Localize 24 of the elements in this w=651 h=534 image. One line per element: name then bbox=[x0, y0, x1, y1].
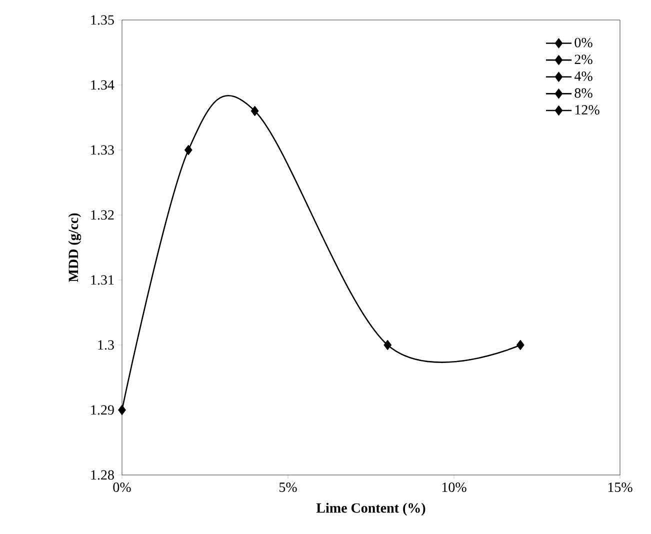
legend-label: 4% bbox=[574, 71, 592, 81]
point bbox=[184, 144, 192, 156]
y-tick-label: 1.31 bbox=[91, 275, 114, 285]
point bbox=[384, 340, 392, 350]
point bbox=[250, 106, 259, 116]
x-axis-title: Lime Content (%) bbox=[316, 502, 426, 516]
point bbox=[516, 340, 524, 350]
x-tick-label: 5% bbox=[279, 482, 297, 492]
y-tick-label: 1.33 bbox=[91, 145, 114, 155]
y-axis-title: MDD (g/cc) bbox=[68, 213, 82, 282]
legend-label: 2% bbox=[574, 54, 592, 64]
y-tick-label: 1.3 bbox=[98, 340, 114, 350]
legend-label: 12% bbox=[575, 105, 600, 115]
y-tick-label: 1.34 bbox=[91, 80, 114, 90]
legend-label: 8% bbox=[574, 88, 592, 98]
x-tick-label: 10% bbox=[442, 482, 466, 492]
legend-label: 0% bbox=[574, 38, 592, 48]
y-tick-label: 1.29 bbox=[91, 405, 114, 415]
y-tick-label: 1.28 bbox=[91, 470, 114, 480]
y-tick-label: 1.32 bbox=[91, 210, 114, 220]
x-tick-label: 15% bbox=[608, 482, 632, 492]
x-tick-label: 0% bbox=[113, 482, 131, 492]
y-tick-label: 1.35 bbox=[91, 15, 114, 25]
point bbox=[118, 404, 126, 416]
